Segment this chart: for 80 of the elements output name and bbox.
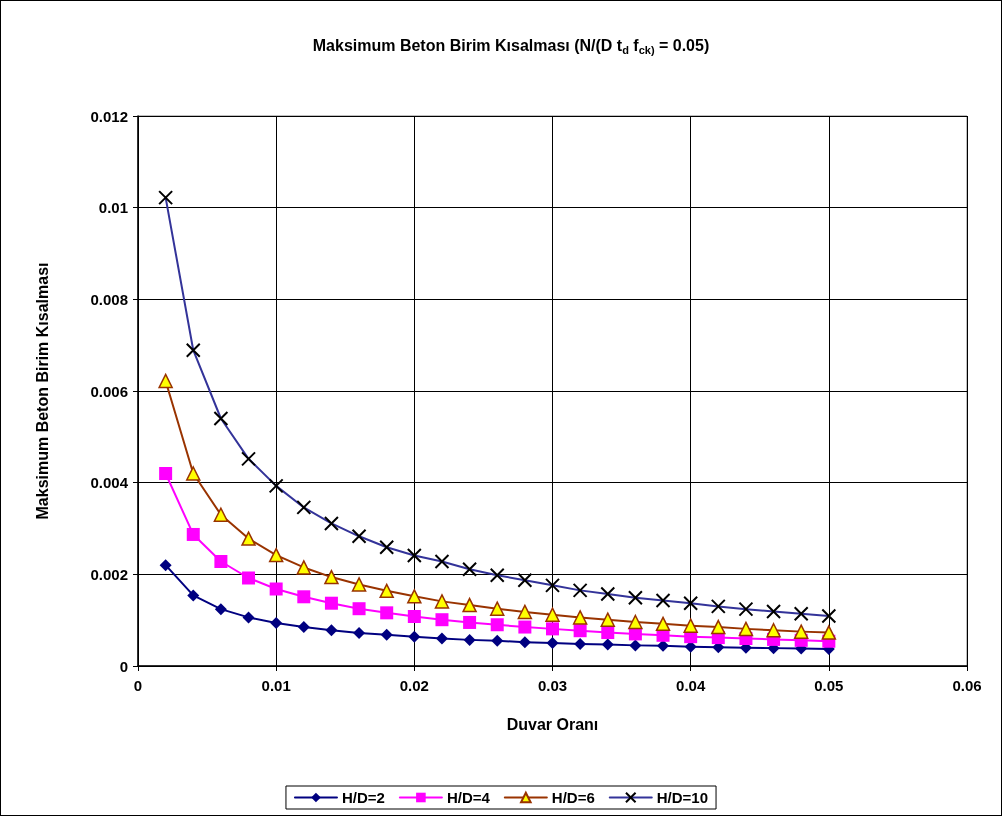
point (324, 569, 339, 585)
point (270, 616, 283, 629)
point (738, 621, 754, 637)
point (491, 634, 504, 647)
point (351, 577, 367, 592)
x-tick-label: 0.05 (814, 677, 844, 694)
x-tick-label: 0.01 (261, 677, 291, 694)
point (821, 625, 837, 640)
point (297, 590, 311, 604)
point (518, 620, 532, 634)
point (380, 606, 394, 620)
point (574, 638, 587, 650)
x-tick-label: 0.06 (952, 677, 982, 694)
point (517, 604, 533, 620)
legend-label: H/D=10 (656, 789, 709, 806)
point (435, 632, 448, 645)
point (683, 618, 698, 633)
point (435, 613, 449, 627)
point (379, 583, 394, 599)
point (655, 616, 671, 632)
point (269, 582, 283, 596)
y-tick-label: 0 (119, 657, 128, 675)
point (793, 624, 809, 639)
y-tick-label: 0.008 (90, 290, 128, 308)
point (463, 615, 477, 629)
point (546, 637, 559, 650)
point (324, 596, 338, 610)
point (711, 619, 726, 635)
point (573, 624, 587, 638)
point (601, 638, 614, 651)
point (158, 373, 173, 389)
point (545, 607, 560, 622)
point (297, 621, 310, 634)
y-tick-label: 0.01 (98, 199, 128, 217)
point (352, 602, 366, 616)
y-tick-label: 0.002 (90, 565, 128, 583)
point (463, 633, 476, 646)
point (489, 601, 505, 616)
y-tick-label: 0.012 (90, 107, 128, 125)
legend-label: H/D=2 (341, 789, 385, 806)
legend-label: H/D=4 (446, 789, 491, 806)
point (766, 623, 781, 638)
point (242, 611, 255, 624)
y-tick-label: 0.004 (90, 474, 129, 492)
point (629, 639, 642, 652)
point (628, 614, 643, 630)
point (214, 555, 228, 568)
point (380, 628, 393, 641)
point (600, 612, 616, 627)
point (186, 466, 201, 481)
point (159, 559, 172, 572)
point (296, 560, 312, 575)
point (434, 594, 450, 609)
point (353, 627, 366, 639)
point (407, 610, 421, 623)
point (187, 589, 200, 602)
point (159, 467, 173, 480)
point (490, 618, 504, 632)
point (408, 630, 421, 643)
y-tick-label: 0.006 (90, 382, 128, 400)
x-axis-title: Duvar Oranı (506, 715, 599, 733)
point (601, 626, 615, 640)
point (241, 531, 256, 546)
point (242, 571, 256, 585)
point (268, 547, 284, 563)
x-tick-label: 0.03 (537, 677, 568, 694)
point (462, 597, 477, 613)
x-tick-label: 0 (133, 677, 143, 694)
point (518, 636, 531, 649)
point (186, 527, 200, 541)
point (213, 507, 229, 522)
y-axis-title: Maksimum Beton Birim Kısalması (33, 262, 51, 520)
point (546, 622, 559, 636)
legend-label: H/D=6 (551, 789, 595, 806)
point (214, 603, 227, 616)
x-tick-label: 0.02 (399, 677, 429, 694)
point (325, 624, 338, 637)
point (572, 610, 588, 625)
point (407, 589, 422, 604)
x-tick-label: 0.04 (676, 677, 706, 694)
